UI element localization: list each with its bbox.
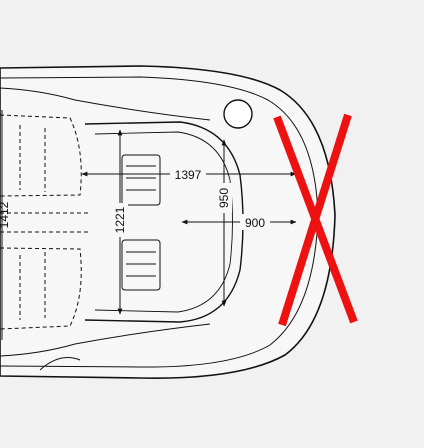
- lid-length-label-bg: [240, 214, 270, 230]
- car-body-outline: [0, 65, 336, 379]
- bay-width-label-bg: [170, 166, 206, 182]
- lid-length-dimension-label: 900: [245, 216, 265, 230]
- bay-width-dimension-label: 1397: [175, 168, 202, 182]
- opening-length-label-bg: [216, 183, 232, 213]
- left-edge-dimension-label: 1412: [0, 201, 11, 228]
- seats: [0, 114, 88, 330]
- fuel-cap: [223, 99, 253, 129]
- upper-sill-line: [0, 87, 211, 121]
- seat-width-dimension-label: 1221: [113, 206, 127, 233]
- rear-wheel-arch: [39, 357, 81, 371]
- seat-width-label-bg: [112, 203, 128, 237]
- lower-sill-line: [0, 323, 211, 357]
- red-x-cross-icon: [273, 113, 358, 327]
- opening-length-dimension-label: 950: [217, 188, 231, 208]
